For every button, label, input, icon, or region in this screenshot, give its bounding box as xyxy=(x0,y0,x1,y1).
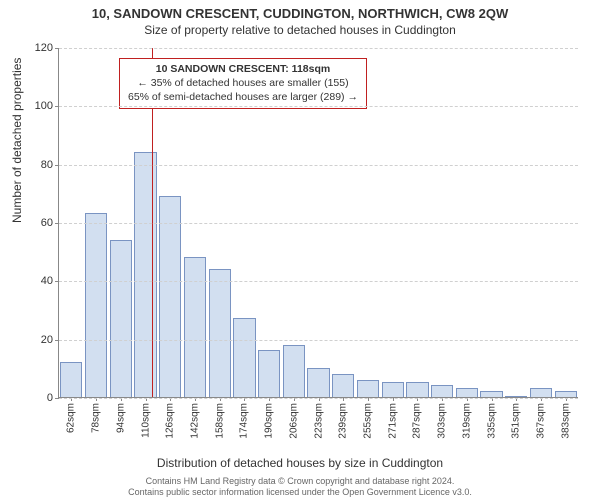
bar xyxy=(382,382,404,397)
footer-line2: Contains public sector information licen… xyxy=(0,487,600,498)
bar-slot: 94sqm xyxy=(108,240,133,398)
bar xyxy=(159,196,181,397)
xtick-label: 351sqm xyxy=(511,403,522,439)
ytick-mark xyxy=(55,48,59,49)
gridline xyxy=(59,340,578,341)
chart-title: 10, SANDOWN CRESCENT, CUDDINGTON, NORTHW… xyxy=(0,6,600,21)
xtick-label: 94sqm xyxy=(115,403,126,433)
bar xyxy=(233,318,255,397)
xtick-label: 62sqm xyxy=(66,403,77,433)
bar-slot: 174sqm xyxy=(232,318,257,397)
ytick-mark xyxy=(55,165,59,166)
bar-slot: 367sqm xyxy=(529,388,554,397)
xtick-label: 335sqm xyxy=(486,403,497,439)
ytick-mark xyxy=(55,223,59,224)
gridline xyxy=(59,398,578,399)
annotation-line3: 65% of semi-detached houses are larger (… xyxy=(128,91,358,103)
bar-slot: 303sqm xyxy=(430,385,455,397)
ytick-label: 80 xyxy=(41,159,53,171)
bar-slot: 190sqm xyxy=(257,350,282,397)
ytick-label: 40 xyxy=(41,275,53,287)
gridline xyxy=(59,223,578,224)
bar xyxy=(85,213,107,397)
xtick-label: 239sqm xyxy=(338,403,349,439)
bar xyxy=(110,240,132,398)
xtick-label: 142sqm xyxy=(189,403,200,439)
xtick-label: 158sqm xyxy=(214,403,225,439)
xtick-label: 319sqm xyxy=(461,403,472,439)
bar xyxy=(530,388,552,397)
chart-subtitle: Size of property relative to detached ho… xyxy=(0,23,600,37)
xtick-label: 367sqm xyxy=(536,403,547,439)
bar-slot: 319sqm xyxy=(455,388,480,397)
bar xyxy=(456,388,478,397)
bar-slot: 158sqm xyxy=(207,269,232,397)
annotation-line2: ← 35% of detached houses are smaller (15… xyxy=(137,77,348,89)
bar-slot: 351sqm xyxy=(504,396,529,397)
bar-slot: 383sqm xyxy=(553,391,578,397)
bar-slot: 239sqm xyxy=(331,374,356,397)
gridline xyxy=(59,165,578,166)
y-axis-label: Number of detached properties xyxy=(10,58,24,223)
annotation-box: 10 SANDOWN CRESCENT: 118sqm ← 35% of det… xyxy=(119,58,367,109)
ytick-mark xyxy=(55,398,59,399)
ytick-label: 0 xyxy=(47,392,53,404)
gridline xyxy=(59,106,578,107)
xtick-label: 110sqm xyxy=(140,403,151,438)
bar xyxy=(60,362,82,397)
annotation-line1: 10 SANDOWN CRESCENT: 118sqm xyxy=(156,63,330,75)
bar-slot: 126sqm xyxy=(158,196,183,397)
ytick-label: 120 xyxy=(35,42,53,54)
bar-slot: 110sqm xyxy=(133,152,158,397)
bar xyxy=(209,269,231,397)
xtick-label: 174sqm xyxy=(239,403,250,439)
bar-slot: 223sqm xyxy=(306,368,331,397)
ytick-label: 60 xyxy=(41,217,53,229)
xtick-label: 271sqm xyxy=(387,403,398,439)
bar-slot: 206sqm xyxy=(281,345,306,398)
xtick-label: 223sqm xyxy=(313,403,324,439)
bar xyxy=(134,152,156,397)
bar xyxy=(332,374,354,397)
footer: Contains HM Land Registry data © Crown c… xyxy=(0,476,600,499)
ytick-label: 20 xyxy=(41,334,53,346)
bar xyxy=(357,380,379,398)
ytick-mark xyxy=(55,340,59,341)
bar xyxy=(307,368,329,397)
footer-line1: Contains HM Land Registry data © Crown c… xyxy=(0,476,600,487)
ytick-mark xyxy=(55,281,59,282)
x-axis-label: Distribution of detached houses by size … xyxy=(0,456,600,470)
xtick-label: 126sqm xyxy=(165,403,176,439)
bar xyxy=(258,350,280,397)
ytick-label: 100 xyxy=(35,100,53,112)
xtick-label: 190sqm xyxy=(264,403,275,439)
bar-slot: 335sqm xyxy=(479,391,504,397)
bar-slot: 271sqm xyxy=(380,382,405,397)
bar-slot: 255sqm xyxy=(356,380,381,398)
bar-slot: 62sqm xyxy=(59,362,84,397)
xtick-label: 255sqm xyxy=(362,403,373,439)
bar-slot: 142sqm xyxy=(183,257,208,397)
xtick-label: 78sqm xyxy=(91,403,102,433)
bar xyxy=(406,382,428,397)
xtick-label: 303sqm xyxy=(437,403,448,439)
bar xyxy=(184,257,206,397)
gridline xyxy=(59,48,578,49)
xtick-label: 287sqm xyxy=(412,403,423,439)
plot-area: 62sqm78sqm94sqm110sqm126sqm142sqm158sqm1… xyxy=(58,48,578,398)
gridline xyxy=(59,281,578,282)
xtick-label: 206sqm xyxy=(288,403,299,439)
bar xyxy=(283,345,305,398)
xtick-label: 383sqm xyxy=(560,403,571,439)
ytick-mark xyxy=(55,106,59,107)
bar xyxy=(431,385,453,397)
bar-slot: 78sqm xyxy=(84,213,109,397)
bar-slot: 287sqm xyxy=(405,382,430,397)
